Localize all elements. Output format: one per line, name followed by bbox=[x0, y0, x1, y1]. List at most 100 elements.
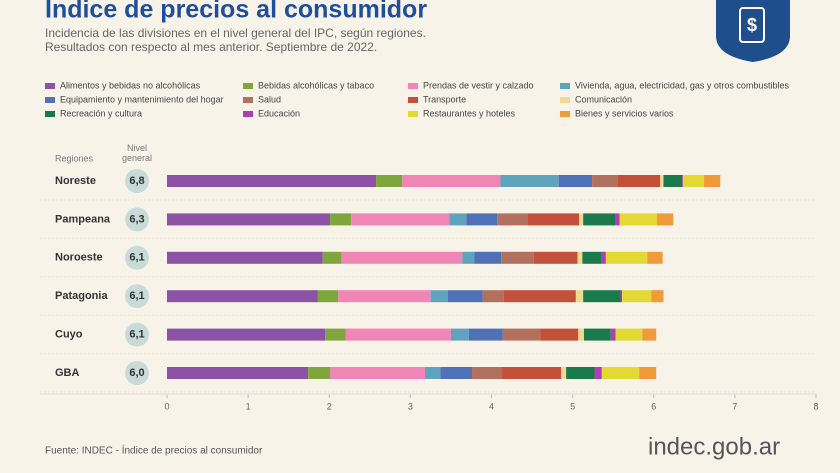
bar-segment bbox=[528, 213, 580, 226]
legend-swatch bbox=[243, 83, 253, 89]
bar-segment bbox=[317, 290, 339, 303]
x-tick-label: 4 bbox=[489, 401, 494, 411]
bar-segment bbox=[341, 251, 463, 264]
bar-segment bbox=[462, 251, 475, 264]
legend-label: Alimentos y bebidas no alcohólicas bbox=[60, 80, 201, 90]
bar-segment bbox=[617, 175, 661, 187]
nivel-general-badge bbox=[125, 169, 149, 193]
bar-segment bbox=[601, 251, 606, 264]
legend-label: Bebidas alcohólicas y tabaco bbox=[258, 80, 374, 90]
nivel-general-label: 6,3 bbox=[129, 213, 144, 225]
svg-text:$: $ bbox=[747, 15, 757, 35]
region-label: Noroeste bbox=[55, 252, 103, 264]
bar-segment bbox=[582, 251, 602, 264]
logo-badge: $ bbox=[716, 0, 790, 62]
bar-segment bbox=[167, 367, 309, 379]
bar-segment bbox=[620, 290, 623, 303]
bar-segment bbox=[474, 251, 502, 264]
bar-segment bbox=[583, 328, 611, 341]
bar-segment bbox=[656, 213, 674, 226]
legend-label: Recreación y cultura bbox=[60, 108, 142, 118]
source: Fuente: INDEC - Índice de precios al con… bbox=[45, 444, 263, 457]
bar-segment bbox=[497, 213, 529, 226]
subtitle: Incidencia de las divisiones en el nivel… bbox=[45, 26, 426, 40]
legend-label: Vivienda, agua, electricidad, gas y otro… bbox=[575, 80, 789, 90]
bar-segment bbox=[502, 328, 541, 341]
x-tick-label: 7 bbox=[732, 401, 737, 411]
legend-swatch bbox=[45, 83, 55, 89]
x-tick-label: 0 bbox=[164, 401, 169, 411]
bar-segment bbox=[682, 175, 705, 187]
region-label: GBA bbox=[55, 367, 80, 379]
legend-label: Comunicación bbox=[575, 94, 632, 104]
bar-segment bbox=[615, 328, 643, 341]
bar-segment bbox=[558, 175, 593, 187]
title: Indice de precios al consumidor bbox=[45, 0, 427, 24]
bar-segment bbox=[533, 251, 578, 264]
bar-segment bbox=[447, 290, 483, 303]
bar-segment bbox=[502, 367, 562, 379]
nivel-general-badge bbox=[125, 322, 149, 347]
category-header: Regiones bbox=[55, 153, 94, 163]
bar-segment bbox=[594, 367, 602, 379]
subtitle: Resultados con respecto al mes anterior.… bbox=[45, 40, 377, 54]
nivel-general-label: 6,0 bbox=[129, 367, 144, 379]
bar-segment bbox=[167, 175, 377, 187]
bar-segment bbox=[566, 367, 595, 379]
bar-segment bbox=[440, 367, 473, 379]
legend-swatch bbox=[408, 83, 418, 89]
bar-segment bbox=[651, 290, 664, 303]
bar-segment bbox=[583, 213, 616, 226]
legend-swatch bbox=[408, 97, 418, 103]
region-label: Cuyo bbox=[55, 329, 83, 341]
x-tick-label: 6 bbox=[651, 401, 656, 411]
bar-segment bbox=[402, 175, 501, 187]
legend-swatch bbox=[45, 97, 55, 103]
bar-segment bbox=[578, 328, 584, 341]
nivel-general-label: 6,1 bbox=[129, 252, 144, 264]
bar-segment bbox=[330, 367, 425, 379]
legend-label: Prendas de vestir y calzado bbox=[423, 80, 534, 90]
legend-swatch bbox=[560, 111, 570, 117]
legend-swatch bbox=[45, 111, 55, 117]
bar-segment bbox=[330, 213, 352, 226]
bar-segment bbox=[660, 175, 664, 187]
bar-segment bbox=[583, 290, 621, 303]
bar-segment bbox=[647, 251, 663, 264]
bar-segment bbox=[338, 290, 431, 303]
bar-segment bbox=[472, 367, 503, 379]
legend-label: Restaurantes y hoteles bbox=[423, 108, 516, 118]
region-label: Noreste bbox=[55, 175, 96, 187]
bar-segment bbox=[619, 213, 657, 226]
bar-segment bbox=[167, 213, 331, 226]
region-label: Pampeana bbox=[55, 213, 111, 225]
bar-segment bbox=[642, 328, 657, 341]
legend-swatch bbox=[560, 83, 570, 89]
legend-swatch bbox=[560, 97, 570, 103]
bar-segment bbox=[450, 328, 469, 341]
bar-segment bbox=[449, 213, 467, 226]
bar-segment bbox=[466, 213, 498, 226]
bar-segment bbox=[622, 290, 652, 303]
bar-segment bbox=[601, 367, 640, 379]
legend-label: Equipamiento y mantenimiento del hogar bbox=[60, 94, 224, 104]
bar-segment bbox=[704, 175, 721, 187]
legend-swatch bbox=[408, 111, 418, 117]
bar-segment bbox=[540, 328, 579, 341]
bar-segment bbox=[325, 328, 346, 341]
bar-segment bbox=[615, 213, 620, 226]
bar-segment bbox=[167, 328, 326, 341]
bar-segment bbox=[579, 213, 584, 226]
nivel-general-label: 6,8 bbox=[129, 175, 144, 187]
bar-segment bbox=[322, 251, 342, 264]
bar-segment bbox=[500, 175, 559, 187]
bar-segment bbox=[610, 328, 616, 341]
legend-label: Educación bbox=[258, 108, 300, 118]
bar-segment bbox=[639, 367, 657, 379]
x-tick-label: 8 bbox=[813, 401, 818, 411]
x-tick-label: 1 bbox=[246, 401, 251, 411]
bar-segment bbox=[592, 175, 618, 187]
bar-segment bbox=[468, 328, 503, 341]
bar-segment bbox=[430, 290, 448, 303]
